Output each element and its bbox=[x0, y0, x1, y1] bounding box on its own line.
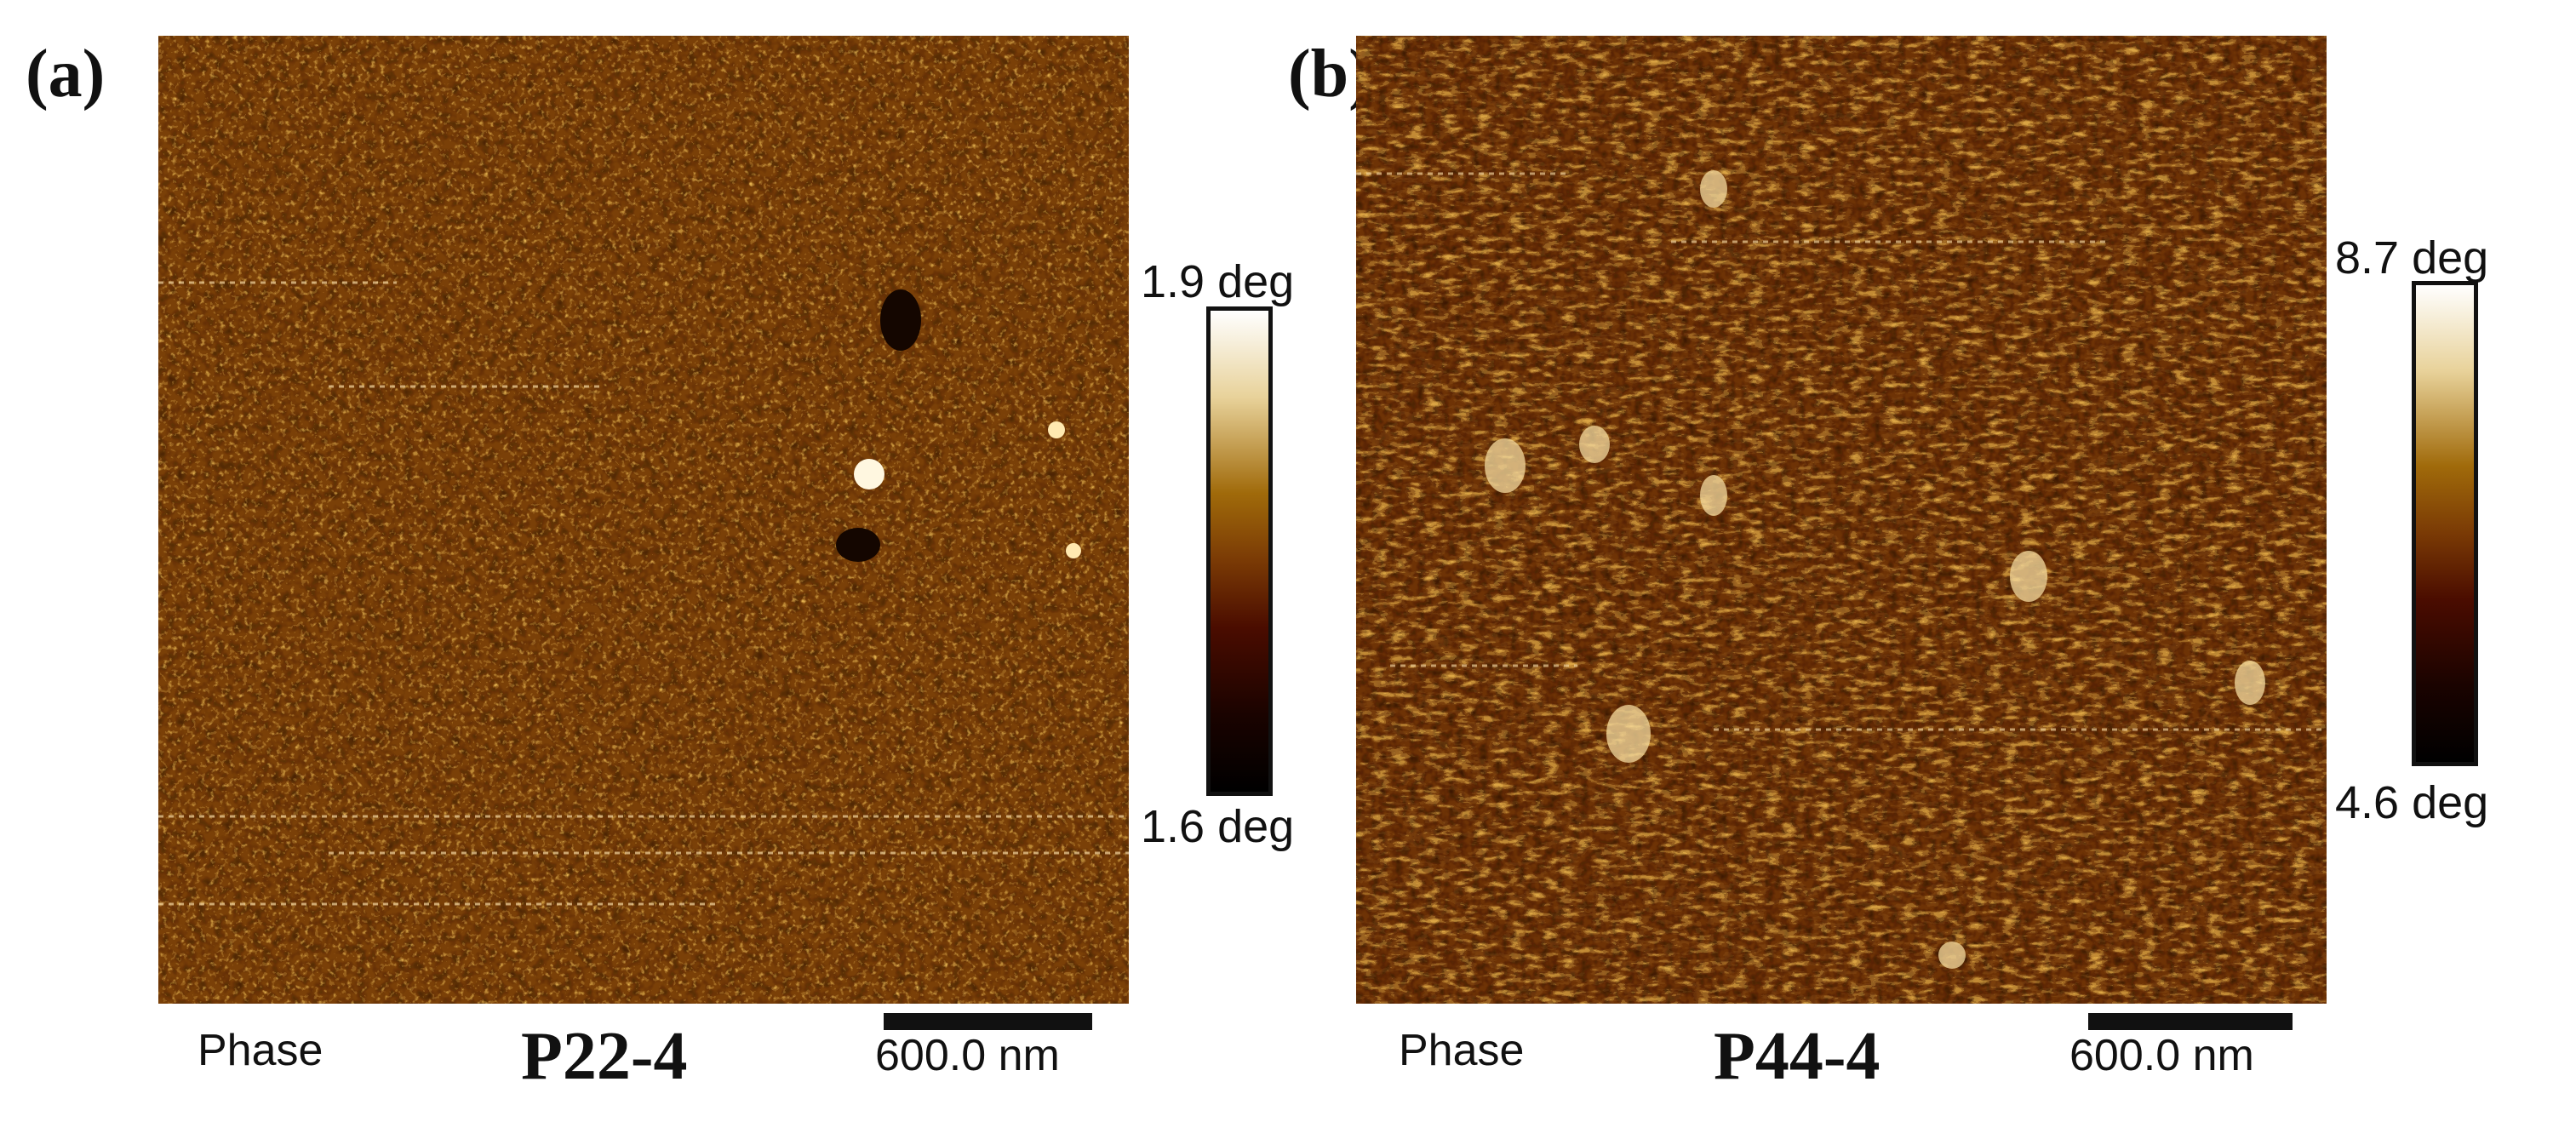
scale-bar-label: 600.0 nm bbox=[875, 1031, 1060, 1080]
particle-feature bbox=[1066, 543, 1081, 558]
colorbar-max-label: 1.9 deg bbox=[1141, 256, 1295, 307]
afm-texture bbox=[1356, 36, 2327, 1004]
scale-bar bbox=[884, 1013, 1092, 1030]
afm-phase-image bbox=[158, 36, 1129, 1004]
sample-label: P44-4 bbox=[1714, 1019, 1880, 1094]
scan-line-artifacts bbox=[158, 281, 1129, 906]
panel-a: (a) bbox=[26, 36, 1294, 1094]
particle-feature bbox=[1048, 421, 1065, 438]
colorbar-max-label: 8.7 deg bbox=[2335, 232, 2489, 283]
defect-features bbox=[836, 289, 1081, 562]
pit-feature bbox=[836, 528, 880, 562]
colorbar-min-label: 4.6 deg bbox=[2335, 777, 2489, 828]
colorbar bbox=[1206, 306, 1273, 796]
scale-bar-label: 600.0 nm bbox=[2069, 1031, 2254, 1080]
colorbar-min-label: 1.6 deg bbox=[1141, 801, 1295, 852]
particle-feature bbox=[854, 459, 884, 489]
afm-texture bbox=[158, 36, 1129, 1004]
scale-bar bbox=[2088, 1013, 2293, 1030]
colorbar bbox=[2412, 281, 2478, 766]
sample-label: P22-4 bbox=[521, 1019, 688, 1094]
panel-letter: (a) bbox=[26, 37, 106, 112]
channel-label: Phase bbox=[197, 1026, 323, 1075]
pit-feature bbox=[880, 289, 921, 351]
scan-line-artifacts bbox=[1356, 172, 2327, 731]
bright-domains bbox=[1485, 170, 2265, 969]
afm-phase-image bbox=[1356, 36, 2327, 1004]
panel-b: (b) bbox=[1288, 0, 2576, 1122]
colorbar-gradient bbox=[2416, 285, 2474, 762]
colorbar-gradient bbox=[1211, 311, 1268, 792]
channel-label: Phase bbox=[1399, 1026, 1525, 1075]
